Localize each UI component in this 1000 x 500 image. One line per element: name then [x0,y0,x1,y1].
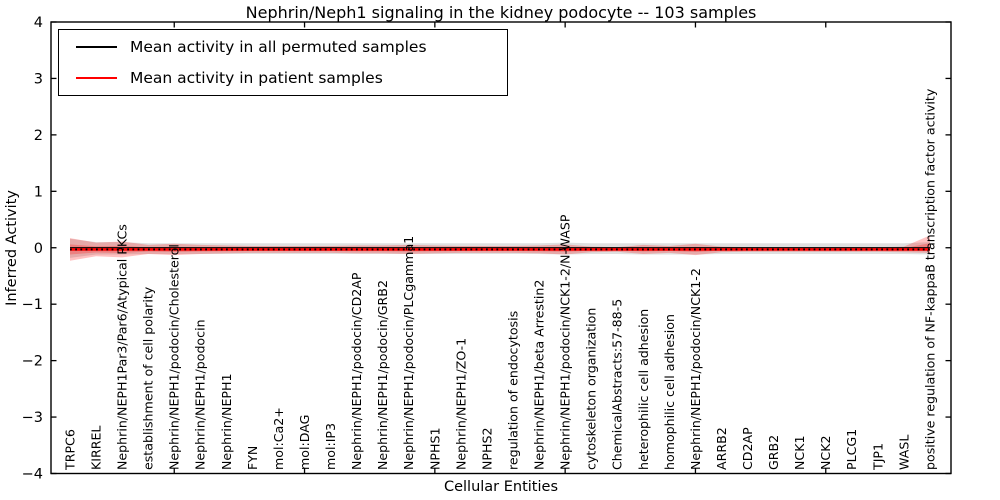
y-tick-label: −1 [22,297,43,313]
category-label: ChemicalAbstracts:57-88-5 [610,299,625,470]
legend-label: Mean activity in all permuted samples [130,37,427,56]
category-label: Nephrin/NEPH1Par3/Par6/Atypical PKCs [115,224,130,470]
y-tick-label: −4 [22,467,43,483]
legend-line-sample-black [76,45,117,48]
category-label: Nephrin/NEPH1/podocin/CD2AP [349,272,364,470]
y-tick-label: 0 [34,241,43,257]
x-axis-label: Cellular Entities [443,479,559,495]
legend-box: Mean activity in all permuted samples Me… [58,29,508,96]
y-tick-label: −2 [22,354,43,370]
y-tick-label: 4 [34,15,43,31]
category-label: FYN [245,446,260,470]
category-label: cytoskeleton organization [584,308,599,470]
category-label: NPHS1 [427,428,442,471]
category-label: homophilic cell adhesion [662,314,677,470]
legend-entry-patient: Mean activity in patient samples [59,63,507,93]
category-label: heterophilic cell adhesion [636,309,651,470]
category-label: Nephrin/NEPH1/podocin/NCK1-2 [688,268,703,470]
category-label: mol:Ca2+ [271,407,286,470]
category-label: CD2AP [740,427,755,470]
y-axis-label: Inferred Activity [4,190,20,306]
y-tick-label: 2 [34,128,43,144]
chart-title: Nephrin/Neph1 signaling in the kidney po… [245,3,757,22]
category-label: Nephrin/NEPH1/podocin/PLCgamma1 [401,236,416,470]
category-label: mol:DAG [297,415,312,470]
category-label: Nephrin/NEPH1 [219,373,234,470]
category-label: establishment of cell polarity [141,286,156,470]
legend-label: Mean activity in patient samples [130,69,383,88]
category-label: Nephrin/NEPH1/ZO-1 [453,338,468,470]
category-label: TRPC6 [62,429,77,471]
category-label: Nephrin/NEPH1/podocin/GRB2 [375,280,390,470]
y-tick-label: 1 [34,184,43,200]
legend-entry-permuted: Mean activity in all permuted samples [59,32,507,62]
y-tick-label: 3 [34,71,43,87]
y-tick-label: −3 [22,410,43,426]
category-label: Nephrin/NEPH1/podocin/NCK1-2/N-WASP [558,214,573,470]
category-label: ARRB2 [714,427,729,470]
legend-line-sample-red [76,77,117,80]
category-label: GRB2 [766,435,781,470]
category-label: NCK1 [792,436,807,471]
category-label: positive regulation of NF-kappaB transcr… [922,88,937,470]
category-label: NPHS2 [479,428,494,471]
category-label: Nephrin/NEPH1/beta Arrestin2 [532,280,547,470]
category-label: mol:IP3 [323,423,338,470]
category-label: regulation of endocytosis [505,311,520,470]
category-label: Nephrin/NEPH1/podocin/Cholesterol [167,244,182,470]
category-label: NCK2 [818,436,833,471]
category-label: KIRREL [88,426,103,470]
category-label: TJP1 [870,443,885,471]
category-label: Nephrin/NEPH1/podocin [193,319,208,470]
category-label: PLCG1 [844,429,859,470]
category-label: WASL [896,435,911,470]
